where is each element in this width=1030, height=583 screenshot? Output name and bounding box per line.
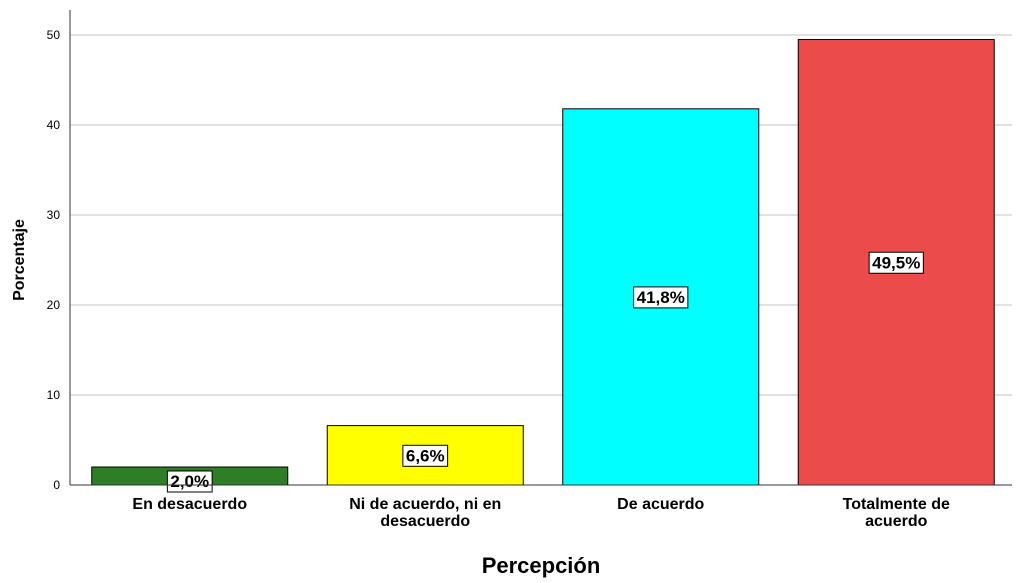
x-axis-categories: En desacuerdo Ni de acuerdo, ni en desacue… (132, 496, 950, 530)
y-axis-ticks: 0 10 20 30 40 50 (47, 28, 61, 492)
data-label-text: 2,0% (170, 472, 209, 491)
data-label: 6,6% (402, 444, 449, 467)
x-category-line: De acuerdo (617, 496, 704, 513)
x-category-label: De acuerdo (617, 496, 704, 513)
data-label-text: 49,5% (872, 253, 920, 272)
y-tick-label: 30 (47, 208, 61, 222)
x-category-line: En desacuerdo (132, 496, 247, 513)
x-axis-title: Percepción (482, 553, 601, 578)
data-label: 49,5% (868, 251, 924, 274)
data-label-box (868, 251, 924, 274)
y-tick-label: 50 (47, 28, 61, 42)
x-category-line: acuerdo (865, 513, 927, 530)
x-category-line: desacuerdo (380, 513, 470, 530)
data-label-text: 6,6% (406, 446, 445, 465)
y-tick-label: 20 (47, 298, 61, 312)
x-category-line: Ni de acuerdo, ni en (349, 496, 501, 513)
y-axis-title: Porcentaje (11, 219, 28, 301)
data-label: 41,8% (633, 286, 689, 309)
y-tick-label: 0 (53, 478, 60, 492)
data-label-text: 41,8% (637, 288, 685, 307)
x-category-label: Totalmente de acuerdo (843, 496, 950, 530)
data-label: 2,0% (166, 470, 213, 493)
data-label-box (166, 470, 213, 493)
data-label-box (402, 444, 449, 467)
y-tick-label: 40 (47, 118, 61, 132)
x-category-line: Totalmente de (843, 496, 950, 513)
data-label-box (633, 286, 689, 309)
data-labels: 2,0% 6,6% 41,8% 49,5% (166, 251, 924, 493)
x-category-label: En desacuerdo (132, 496, 247, 513)
y-tick-label: 10 (47, 388, 61, 402)
bars (91, 39, 995, 486)
x-category-label: Ni de acuerdo, ni en desacuerdo (349, 496, 501, 530)
